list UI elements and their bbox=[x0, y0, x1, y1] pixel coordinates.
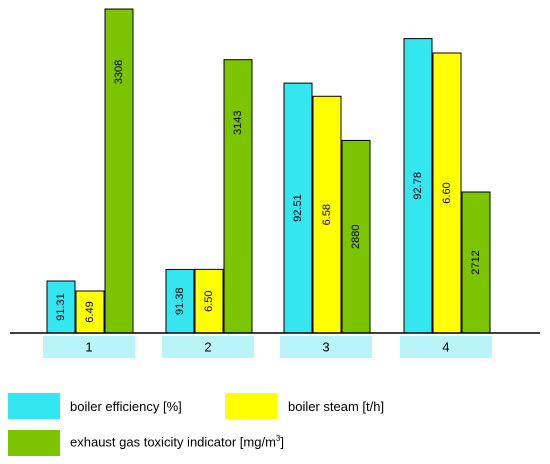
category-label-3: 3 bbox=[322, 340, 329, 355]
category-label-4: 4 bbox=[442, 340, 449, 355]
bar-series2-cat2 bbox=[194, 268, 224, 334]
bar-series2-cat3 bbox=[312, 95, 342, 334]
value-label-series2-cat2: 6.50 bbox=[203, 290, 215, 311]
category-box-4 bbox=[400, 336, 492, 358]
category-box-3 bbox=[280, 336, 372, 358]
value-label-series3-cat3: 2880 bbox=[350, 224, 362, 248]
value-label-series3-cat4: 2712 bbox=[470, 250, 482, 274]
value-label-series3-cat2: 3143 bbox=[232, 110, 244, 134]
value-label-series2-cat4: 6.60 bbox=[441, 182, 453, 203]
category-label-1: 1 bbox=[85, 340, 92, 355]
category-box-1 bbox=[43, 336, 135, 358]
value-labels-group: 91.31 6.49 3308 91.38 6.50 3143 92.51 6.58 2880 9… bbox=[55, 60, 482, 323]
value-label-series2-cat1: 6.49 bbox=[84, 301, 96, 322]
category-box-2 bbox=[162, 336, 254, 358]
bar-series2-cat1 bbox=[75, 290, 105, 334]
value-label-series2-cat3: 6.58 bbox=[321, 204, 333, 225]
bar-series1-cat1 bbox=[46, 280, 76, 334]
value-label-series1-cat4: 92.78 bbox=[412, 172, 424, 200]
bar-series1-cat4 bbox=[403, 38, 433, 334]
bar-series3-cat4 bbox=[461, 191, 491, 334]
bars-group bbox=[46, 8, 491, 334]
category-label-2: 2 bbox=[204, 340, 211, 355]
value-label-series3-cat1: 3308 bbox=[113, 60, 125, 84]
value-label-series1-cat3: 92.51 bbox=[292, 194, 304, 222]
value-label-series1-cat2: 91.38 bbox=[174, 287, 186, 315]
bar-series3-cat2 bbox=[223, 59, 253, 334]
value-label-series1-cat1: 91.31 bbox=[55, 293, 67, 321]
bar-series3-cat1 bbox=[104, 8, 134, 334]
category-labels-group: 1 2 3 4 bbox=[43, 336, 492, 358]
